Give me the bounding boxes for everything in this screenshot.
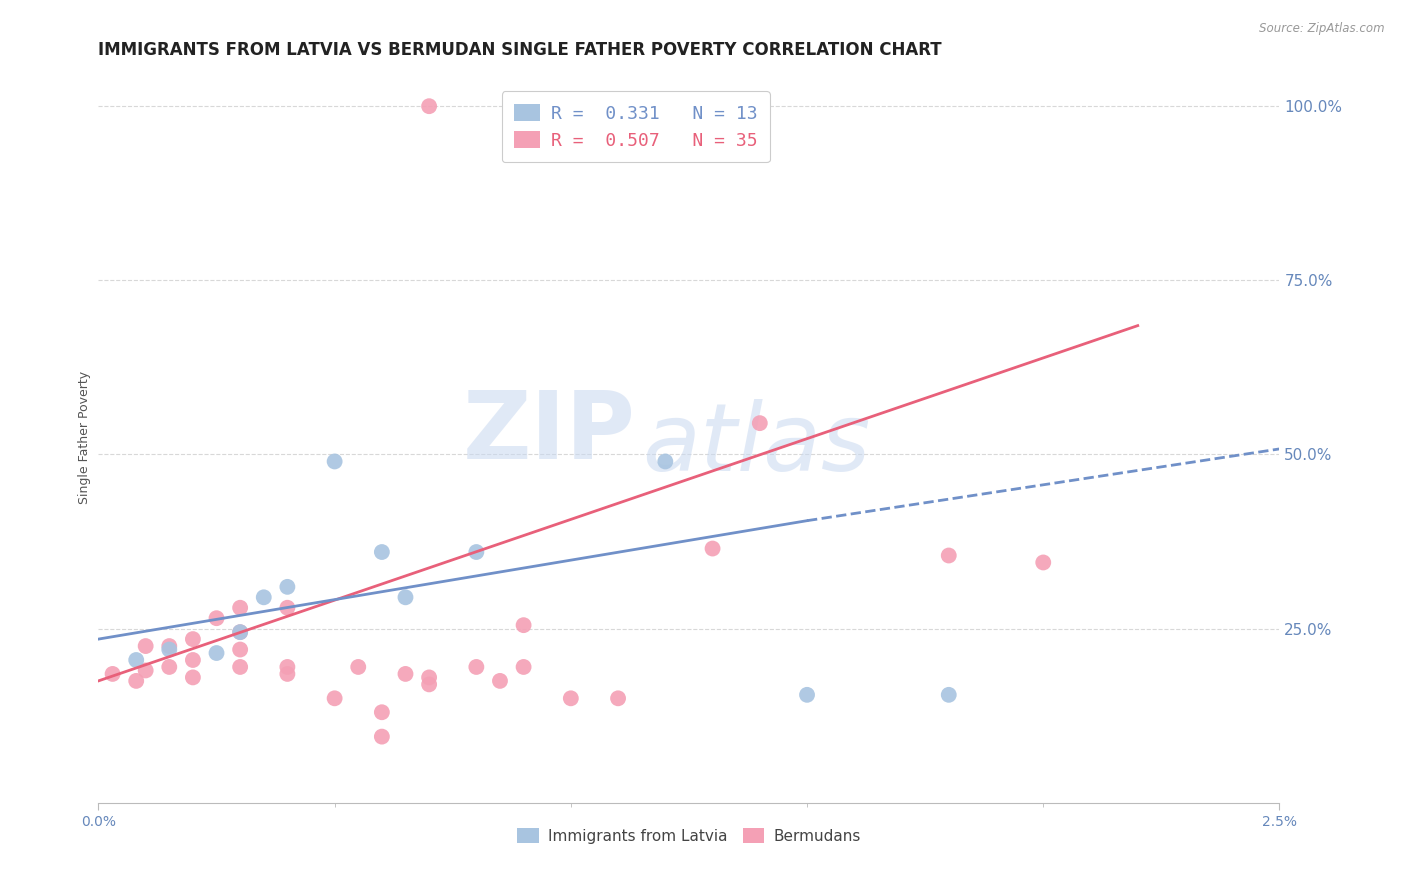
Point <box>418 670 440 684</box>
Point <box>512 618 534 632</box>
Point <box>157 642 180 657</box>
Point <box>418 99 440 113</box>
Point <box>938 688 960 702</box>
Point <box>938 549 960 563</box>
Point <box>101 667 124 681</box>
Point <box>560 691 582 706</box>
Point <box>181 670 204 684</box>
Point <box>512 660 534 674</box>
Point <box>702 541 724 556</box>
Point <box>323 454 346 468</box>
Point <box>371 545 394 559</box>
Point <box>157 660 180 674</box>
Text: Source: ZipAtlas.com: Source: ZipAtlas.com <box>1260 22 1385 36</box>
Point <box>205 611 228 625</box>
Point <box>276 660 298 674</box>
Point <box>465 660 488 674</box>
Point <box>135 639 157 653</box>
Text: IMMIGRANTS FROM LATVIA VS BERMUDAN SINGLE FATHER POVERTY CORRELATION CHART: IMMIGRANTS FROM LATVIA VS BERMUDAN SINGL… <box>98 41 942 59</box>
Point <box>1032 556 1054 570</box>
Point <box>229 600 252 615</box>
Point <box>796 688 818 702</box>
Legend: Immigrants from Latvia, Bermudans: Immigrants from Latvia, Bermudans <box>512 822 866 850</box>
Point <box>347 660 370 674</box>
Point <box>253 591 276 605</box>
Point <box>181 632 204 646</box>
Text: ZIP: ZIP <box>463 387 636 479</box>
Point <box>371 730 394 744</box>
Point <box>607 691 630 706</box>
Point <box>229 642 252 657</box>
Point <box>323 691 346 706</box>
Point <box>394 667 416 681</box>
Point <box>135 664 157 678</box>
Point <box>654 454 676 468</box>
Point <box>125 653 148 667</box>
Point <box>394 591 416 605</box>
Point <box>418 677 440 691</box>
Point <box>276 600 298 615</box>
Point <box>229 625 252 640</box>
Point <box>489 673 512 688</box>
Point <box>748 416 770 430</box>
Point <box>125 673 148 688</box>
Point <box>465 545 488 559</box>
Point <box>229 660 252 674</box>
Point <box>157 639 180 653</box>
Point <box>205 646 228 660</box>
Point <box>276 667 298 681</box>
Point <box>229 625 252 640</box>
Text: atlas: atlas <box>641 399 870 490</box>
Point <box>371 705 394 719</box>
Point <box>276 580 298 594</box>
Point <box>181 653 204 667</box>
Y-axis label: Single Father Poverty: Single Father Poverty <box>79 370 91 504</box>
